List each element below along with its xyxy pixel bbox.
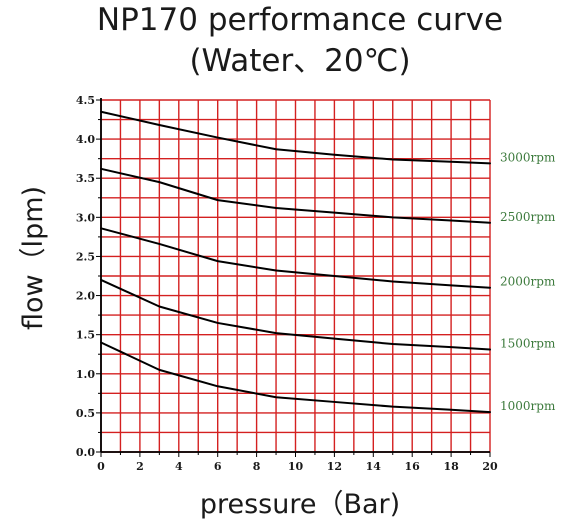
y-tick-labels: 0.0 0.5 1.0 1.5 2.0 2.5 3.0 3.5 4.0 4.5	[76, 94, 95, 459]
series-line-1500rpm	[100, 278, 491, 351]
x-tick-label: 14	[366, 460, 382, 473]
axes	[96, 98, 491, 457]
series-label-3000rpm: 3000rpm	[500, 150, 556, 164]
x-axis-label: pressure（Bar)	[200, 489, 400, 520]
x-tick-label: 18	[443, 460, 459, 473]
x-tick-label: 16	[405, 460, 421, 473]
y-axis-label: flow（lpm)	[18, 186, 49, 330]
y-tick-label: 4.5	[76, 94, 95, 107]
y-tick-label: 1.5	[76, 329, 95, 342]
y-tick-label: 3.5	[76, 172, 95, 185]
y-tick-label: 0.0	[76, 446, 95, 459]
y-tick-label: 2.0	[76, 290, 95, 303]
x-tick-label: 12	[327, 460, 342, 473]
x-tick-label: 6	[214, 460, 222, 473]
series-line-3000rpm	[100, 110, 491, 165]
series-label-1500rpm: 1500rpm	[500, 337, 556, 351]
series-label-2000rpm: 2000rpm	[500, 275, 556, 289]
y-tick-label: 1.0	[76, 368, 95, 381]
x-tick-label: 2	[136, 460, 144, 473]
x-tick-label: 8	[253, 460, 261, 473]
x-tick-labels: 0 2 4 6 8 10 12 14 16 18 20	[97, 460, 498, 473]
series-line-2000rpm	[100, 227, 491, 289]
x-tick-label: 0	[97, 460, 105, 473]
x-tick-label: 10	[288, 460, 304, 473]
y-tick-label: 2.5	[76, 250, 95, 263]
series-label-1000rpm: 1000rpm	[500, 399, 556, 413]
x-tick-label: 20	[482, 460, 498, 473]
series-line-1000rpm	[100, 341, 491, 414]
x-tick-label: 4	[175, 460, 183, 473]
series-lines	[100, 110, 491, 414]
y-tick-label: 0.5	[76, 407, 95, 420]
y-tick-label: 4.0	[76, 133, 95, 146]
y-tick-label: 3.0	[76, 211, 95, 224]
series-line-2500rpm	[100, 167, 491, 224]
series-labels: 3000rpm 2500rpm 2000rpm 1500rpm 1000rpm	[500, 150, 556, 413]
series-label-2500rpm: 2500rpm	[500, 210, 556, 224]
chart-title: NP170 performance curve	[97, 2, 503, 38]
chart-subtitle: (Water、20℃)	[189, 43, 410, 79]
